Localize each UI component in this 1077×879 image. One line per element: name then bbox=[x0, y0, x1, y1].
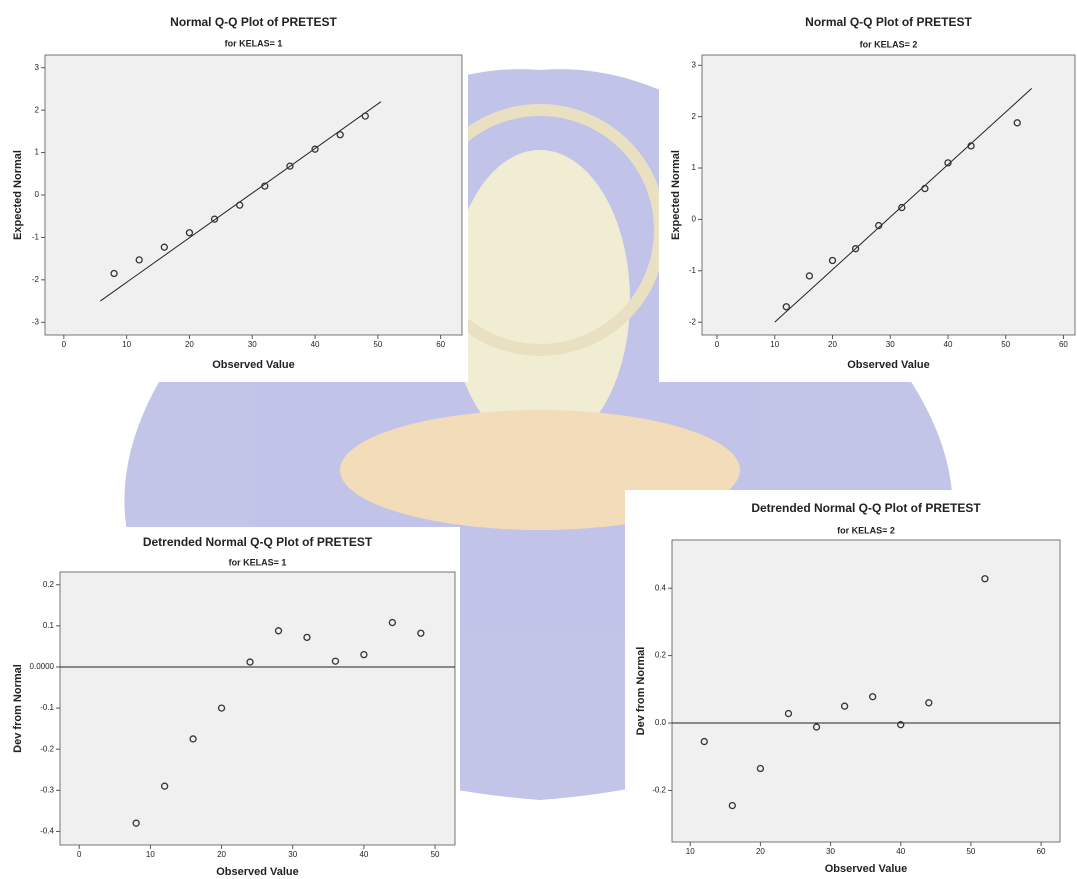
y-tick-label: -0.1 bbox=[40, 703, 54, 712]
x-tick-label: 40 bbox=[311, 340, 320, 349]
chart-title: Normal Q-Q Plot of PRETEST bbox=[805, 15, 972, 29]
y-axis-label: Expected Normal bbox=[12, 150, 24, 240]
y-tick-label: 2 bbox=[35, 105, 40, 114]
y-tick-label: 3 bbox=[692, 60, 697, 69]
x-tick-label: 40 bbox=[944, 340, 953, 349]
x-tick-label: 0 bbox=[62, 340, 67, 349]
y-axis-label: Dev from Normal bbox=[635, 647, 647, 736]
y-tick-label: 1 bbox=[35, 148, 40, 157]
plot-area bbox=[60, 572, 455, 845]
x-tick-label: 0 bbox=[715, 340, 720, 349]
x-tick-label: 60 bbox=[436, 340, 445, 349]
y-tick-label: 3 bbox=[35, 63, 40, 72]
x-tick-label: 20 bbox=[185, 340, 194, 349]
y-axis-label: Dev from Normal bbox=[12, 664, 24, 753]
x-tick-label: 30 bbox=[886, 340, 895, 349]
y-tick-label: -1 bbox=[689, 266, 697, 275]
y-tick-label: 0.4 bbox=[655, 583, 667, 592]
x-tick-label: 20 bbox=[828, 340, 837, 349]
plot-area bbox=[672, 540, 1060, 842]
x-tick-label: 50 bbox=[373, 340, 382, 349]
chart-title: Detrended Normal Q-Q Plot of PRETEST bbox=[751, 501, 981, 515]
chart: Normal Q-Q Plot of PRETEST for KELAS= 2 Ob… bbox=[659, 7, 1077, 382]
y-tick-label: -0.3 bbox=[40, 785, 54, 794]
y-tick-label: 0.2 bbox=[43, 580, 55, 589]
x-tick-label: 40 bbox=[359, 850, 368, 859]
y-tick-label: 2 bbox=[692, 112, 697, 121]
x-tick-label: 0 bbox=[77, 850, 82, 859]
x-axis-label: Observed Value bbox=[216, 866, 299, 878]
y-tick-label: 0.2 bbox=[655, 651, 667, 660]
x-tick-label: 50 bbox=[431, 850, 440, 859]
y-tick-label: 1 bbox=[692, 163, 697, 172]
y-tick-label: -0.2 bbox=[40, 744, 54, 753]
x-tick-label: 10 bbox=[122, 340, 131, 349]
y-tick-label: 0.0 bbox=[655, 718, 667, 727]
y-tick-label: 0 bbox=[692, 215, 697, 224]
y-tick-label: -1 bbox=[32, 233, 40, 242]
plot-area bbox=[45, 55, 462, 335]
y-tick-label: 0.1 bbox=[43, 621, 55, 630]
x-axis-label: Observed Value bbox=[847, 359, 930, 371]
x-tick-label: 30 bbox=[826, 847, 835, 856]
x-tick-label: 60 bbox=[1037, 847, 1046, 856]
chart-page: Normal Q-Q Plot of PRETEST for KELAS= 1 Ob… bbox=[0, 0, 1077, 879]
y-tick-label: 0.0000 bbox=[30, 662, 55, 671]
x-axis-label: Observed Value bbox=[212, 359, 295, 371]
y-tick-label: -2 bbox=[32, 275, 40, 284]
x-tick-label: 30 bbox=[248, 340, 257, 349]
y-tick-label: -0.4 bbox=[40, 827, 54, 836]
x-tick-label: 60 bbox=[1059, 340, 1068, 349]
x-tick-label: 10 bbox=[770, 340, 779, 349]
x-axis-label: Observed Value bbox=[825, 863, 908, 875]
chart-title: Normal Q-Q Plot of PRETEST bbox=[170, 15, 337, 29]
chart: Normal Q-Q Plot of PRETEST for KELAS= 1 Ob… bbox=[0, 7, 468, 382]
y-tick-label: -3 bbox=[32, 317, 40, 326]
chart-title: Detrended Normal Q-Q Plot of PRETEST bbox=[143, 535, 373, 549]
x-tick-label: 20 bbox=[217, 850, 226, 859]
x-tick-label: 30 bbox=[288, 850, 297, 859]
x-tick-label: 40 bbox=[896, 847, 905, 856]
x-tick-label: 50 bbox=[966, 847, 975, 856]
x-tick-label: 10 bbox=[146, 850, 155, 859]
x-tick-label: 50 bbox=[1001, 340, 1010, 349]
plot-area bbox=[702, 55, 1075, 335]
chart-subtitle: for KELAS= 2 bbox=[837, 525, 895, 535]
x-tick-label: 10 bbox=[686, 847, 695, 856]
y-tick-label: 0 bbox=[35, 190, 40, 199]
chart-subtitle: for KELAS= 1 bbox=[225, 38, 283, 48]
chart: Detrended Normal Q-Q Plot of PRETEST for … bbox=[625, 490, 1077, 879]
y-tick-label: -2 bbox=[689, 317, 697, 326]
y-tick-label: -0.2 bbox=[652, 786, 666, 795]
chart-subtitle: for KELAS= 2 bbox=[860, 39, 918, 49]
chart: Detrended Normal Q-Q Plot of PRETEST for … bbox=[0, 527, 460, 879]
chart-subtitle: for KELAS= 1 bbox=[229, 557, 287, 567]
x-tick-label: 20 bbox=[756, 847, 765, 856]
y-axis-label: Expected Normal bbox=[670, 150, 682, 240]
